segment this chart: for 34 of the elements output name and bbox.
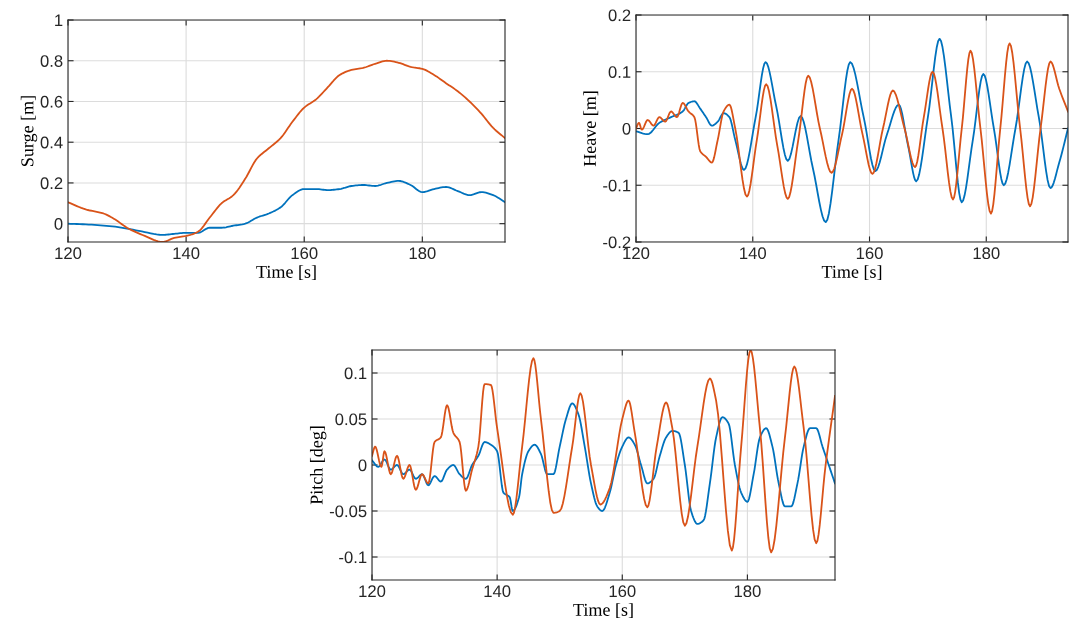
x-tick-label: 120 <box>359 585 386 598</box>
y-tick-label: 0.2 <box>608 9 631 22</box>
y-tick-label: 0.05 <box>335 413 367 426</box>
x-tick-label: 160 <box>856 247 883 260</box>
y-tick-label: 0 <box>358 459 367 472</box>
y-tick-label: 0.8 <box>40 55 63 67</box>
x-tick-label: 140 <box>484 585 511 598</box>
y-tick-label: -0.2 <box>603 236 631 249</box>
x-tick-label: 140 <box>173 247 200 260</box>
x-tick-label: 120 <box>55 247 82 260</box>
y-axis-title: Surge [m] <box>20 96 38 166</box>
x-axis-title: Time [s] <box>573 603 633 619</box>
y-tick-label: -0.05 <box>329 505 367 518</box>
x-tick-label: 160 <box>609 585 636 598</box>
y-tick-label: 0.1 <box>344 367 367 380</box>
y-tick-label: 0 <box>54 218 63 230</box>
x-tick-label: 140 <box>740 247 767 260</box>
y-tick-label: 0.6 <box>40 95 63 108</box>
x-tick-label: 180 <box>409 247 436 260</box>
x-tick-label: 180 <box>734 585 761 598</box>
x-axis-title: Time [s] <box>821 265 882 281</box>
x-axis-title: Time [s] <box>256 265 316 281</box>
y-tick-label: -0.1 <box>603 179 631 192</box>
y-axis-title: Pitch [deg] <box>309 426 327 505</box>
y-axis-title: Heave [m] <box>583 91 599 167</box>
x-tick-label: 120 <box>623 247 650 260</box>
y-tick-label: 0.1 <box>608 66 631 78</box>
y-tick-label: 0 <box>622 122 631 135</box>
y-tick-label: 0.4 <box>40 136 63 149</box>
y-tick-label: 0.2 <box>40 177 63 190</box>
x-tick-label: 180 <box>973 247 1000 260</box>
y-tick-label: -0.1 <box>339 551 367 564</box>
y-tick-label: 1 <box>55 14 63 27</box>
x-tick-label: 160 <box>291 247 318 260</box>
